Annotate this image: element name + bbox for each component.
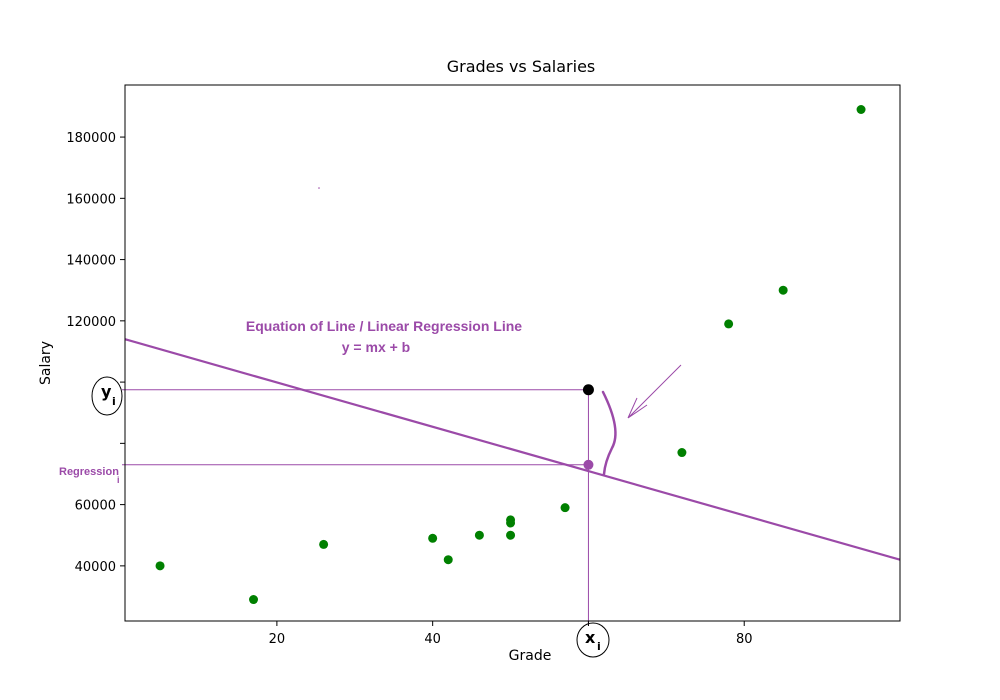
yi-label: y — [101, 382, 112, 401]
y-tick-label: 60000 — [75, 499, 116, 514]
yi-letter: y — [101, 382, 112, 401]
data-point — [856, 105, 866, 115]
regression-line-group — [124, 338, 901, 561]
stray-dot — [318, 187, 320, 189]
x-tick-label: 40 — [424, 632, 441, 647]
regression-line — [124, 338, 901, 561]
residual-brace — [601, 390, 617, 476]
data-point — [560, 503, 570, 513]
regression-point — [583, 459, 594, 470]
data-point — [724, 319, 734, 329]
yi-label-circle — [91, 376, 123, 416]
regression-label: Regression — [59, 466, 119, 478]
regression-subscript: i — [117, 475, 120, 485]
data-point — [778, 285, 788, 295]
y-axis-ticks: 40000 60000 120000 140000 160000 180000 — [66, 131, 125, 575]
equation-formula: y = mx + b — [342, 339, 410, 355]
x-tick-label: 80 — [736, 632, 753, 647]
data-points — [155, 105, 866, 605]
actual-point — [582, 384, 594, 396]
y-tick-label: 180000 — [66, 131, 116, 146]
equation-title: Equation of Line / Linear Regression Lin… — [246, 318, 522, 334]
data-point — [155, 561, 165, 571]
plot-frame — [124, 84, 901, 622]
data-point — [474, 530, 484, 540]
chart-title: Grades vs Salaries — [447, 57, 596, 76]
xi-subscript: i — [597, 640, 601, 653]
data-point — [428, 533, 438, 543]
data-point — [506, 515, 516, 525]
y-tick-label: 140000 — [66, 254, 116, 269]
data-point — [443, 555, 453, 565]
pointer-arrow — [627, 364, 682, 419]
xi-letter: x — [585, 628, 596, 647]
highlight-points — [582, 384, 594, 470]
data-point — [506, 530, 516, 540]
y-axis-title: Salary — [38, 341, 54, 385]
y-tick-label: 40000 — [75, 560, 116, 575]
y-tick-label: 160000 — [66, 192, 116, 207]
data-point — [319, 539, 329, 549]
x-axis-ticks: 20 40 80 — [269, 621, 753, 647]
data-point — [677, 448, 687, 458]
x-axis-title: Grade — [509, 648, 552, 664]
x-tick-label: 20 — [269, 632, 286, 647]
projection-lines — [122, 389, 589, 625]
xi-label-circle — [576, 622, 610, 658]
yi-subscript: i — [112, 395, 116, 408]
data-point — [249, 595, 259, 605]
y-tick-label: 120000 — [66, 315, 116, 330]
